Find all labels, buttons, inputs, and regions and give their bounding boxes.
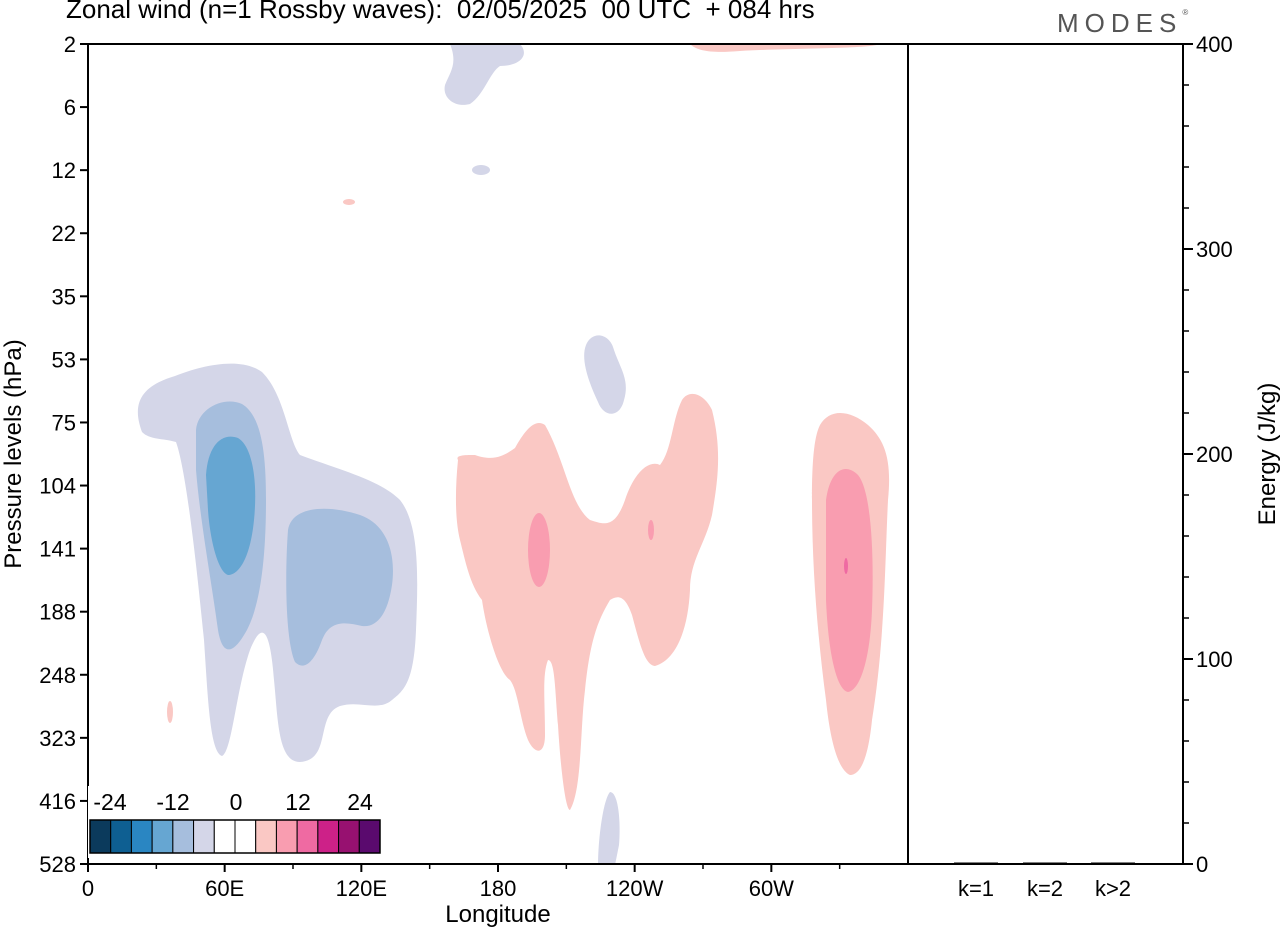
- colorbar-swatch: [193, 819, 215, 854]
- colorbar-swatch: [234, 819, 257, 854]
- colorbar-label: 24: [347, 789, 373, 815]
- contour-neg-mid-b: [286, 508, 393, 666]
- contour-neg-blob-lower: [598, 792, 620, 865]
- energy-tick-label: 400: [1196, 32, 1233, 57]
- pressure-axis: 2 6 12 22 35 53 75 104 141 188 248 323 416 528: [39, 32, 88, 877]
- x-tick-label: 180: [480, 876, 517, 901]
- colorbar-swatch: [213, 819, 236, 854]
- contour-pos-blob-22hPa: [343, 199, 355, 205]
- longitude-axis: 0 60E 120E 180 120W 60W: [82, 864, 841, 901]
- energy-category-label: k=2: [1027, 876, 1063, 901]
- x-tick-label: 120W: [606, 876, 664, 901]
- y-tick-label: 104: [39, 474, 76, 499]
- y-tick-label: 35: [52, 284, 76, 309]
- contour-neg-blob-12hPa: [472, 165, 490, 175]
- contour-neg-core: [206, 436, 256, 575]
- y-tick-label: 22: [52, 221, 76, 246]
- colorbar-swatch: [89, 819, 112, 854]
- colorbar-swatch: [296, 819, 319, 854]
- y-tick-label: 2: [64, 32, 76, 57]
- x-tick-label: 120E: [336, 876, 387, 901]
- x-axis-label: Longitude: [445, 901, 550, 928]
- energy-tick-label: 0: [1196, 852, 1208, 877]
- contour-pos-core-east: [844, 558, 848, 574]
- energy-category-label: k>2: [1095, 876, 1131, 901]
- registered-mark: ®: [1182, 8, 1189, 17]
- colorbar-swatch: [317, 819, 340, 854]
- y-axis-label: Pressure levels (hPa): [0, 339, 27, 568]
- colorbar-swatch: [130, 819, 153, 854]
- contour-pos-blob-west: [167, 701, 173, 723]
- colorbar-swatch: [255, 819, 277, 854]
- contour-pos-mid-small: [648, 520, 654, 540]
- y-tick-label: 248: [39, 663, 76, 688]
- brand-text: MODES: [1057, 8, 1183, 38]
- contour-pos-upper-strip: [690, 44, 880, 52]
- energy-axis: 0 100 200 300 400: [1183, 32, 1233, 877]
- colorbar-label: 0: [230, 789, 243, 815]
- y-tick-label: 6: [64, 95, 76, 120]
- colorbar-swatch: [151, 819, 174, 854]
- energy-bar: [1023, 862, 1067, 864]
- modes-logo: MODES®: [1057, 8, 1188, 39]
- contour-pos-mid-east: [826, 468, 873, 692]
- x-tick-label: 60W: [749, 876, 794, 901]
- chart-title: Zonal wind (n=1 Rossby waves): 02/05/202…: [66, 0, 815, 24]
- energy-bar: [954, 862, 998, 864]
- y-tick-label: 323: [39, 726, 76, 751]
- colorbar-label: -12: [156, 789, 189, 815]
- y-tick-label: 12: [52, 158, 76, 183]
- contour-pos-mid-central: [528, 513, 550, 587]
- energy-tick-label: 100: [1196, 647, 1233, 672]
- energy-plot-frame: [907, 43, 1184, 865]
- colorbar-swatch: [172, 819, 195, 854]
- y-tick-label: 528: [39, 852, 76, 877]
- y-tick-label: 75: [52, 410, 76, 435]
- energy-bars: k=1 k=2 k>2: [954, 862, 1135, 901]
- energy-category-label: k=1: [958, 876, 994, 901]
- colorbar-swatch: [275, 819, 298, 854]
- x-tick-label: 60E: [205, 876, 244, 901]
- contour-neg-blob-53hPa: [584, 335, 626, 414]
- y-tick-label: 188: [39, 600, 76, 625]
- colorbar-swatch: [358, 819, 381, 854]
- contour-neg-upper-plume: [444, 44, 524, 105]
- colorbar-label: -24: [93, 789, 126, 815]
- colorbar-frame: [89, 819, 381, 854]
- y-tick-label: 141: [39, 537, 76, 562]
- energy-axis-label: Energy (J/kg): [1254, 383, 1280, 526]
- energy-bar: [1091, 862, 1135, 864]
- energy-tick-label: 300: [1196, 237, 1233, 262]
- colorbar-swatch: [110, 819, 132, 854]
- colorbar-swatch: [338, 819, 360, 854]
- colorbar: -24 -12 0 12 24: [88, 786, 382, 858]
- contour-pos-outer-central: [455, 393, 719, 810]
- x-tick-label: 0: [82, 876, 94, 901]
- y-tick-label: 416: [39, 789, 76, 814]
- colorbar-label: 12: [285, 789, 311, 815]
- energy-tick-label: 200: [1196, 442, 1233, 467]
- contour-field: [137, 44, 890, 865]
- y-tick-label: 53: [52, 347, 76, 372]
